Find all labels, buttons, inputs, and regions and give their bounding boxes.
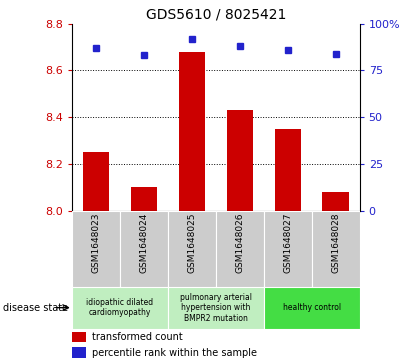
Bar (83, 152, 109, 211)
Bar (72, 332, 86, 342)
Bar (120, 211, 168, 287)
Text: GSM1648026: GSM1648026 (235, 213, 244, 273)
Text: GSM1648023: GSM1648023 (91, 213, 100, 273)
Bar (264, 287, 360, 329)
Bar (323, 192, 349, 211)
Bar (72, 347, 86, 358)
Bar (179, 52, 205, 211)
Bar (168, 287, 264, 329)
Bar (275, 129, 301, 211)
Bar (226, 110, 253, 211)
Bar (168, 211, 216, 287)
Bar (312, 211, 360, 287)
Text: percentile rank within the sample: percentile rank within the sample (92, 348, 257, 358)
Text: GSM1648027: GSM1648027 (283, 213, 292, 273)
Text: idiopathic dilated
cardiomyopathy: idiopathic dilated cardiomyopathy (86, 298, 153, 317)
Title: GDS5610 / 8025421: GDS5610 / 8025421 (145, 7, 286, 21)
Text: pulmonary arterial
hypertension with
BMPR2 mutation: pulmonary arterial hypertension with BMP… (180, 293, 252, 323)
Text: GSM1648024: GSM1648024 (139, 213, 148, 273)
Text: GSM1648028: GSM1648028 (331, 213, 340, 273)
Bar (264, 211, 312, 287)
Text: transformed count: transformed count (92, 332, 183, 342)
Text: disease state: disease state (3, 303, 68, 313)
Bar (216, 211, 264, 287)
Text: healthy control: healthy control (283, 303, 341, 312)
Bar (72, 211, 120, 287)
Bar (72, 287, 168, 329)
Text: GSM1648025: GSM1648025 (187, 213, 196, 273)
Bar (131, 187, 157, 211)
